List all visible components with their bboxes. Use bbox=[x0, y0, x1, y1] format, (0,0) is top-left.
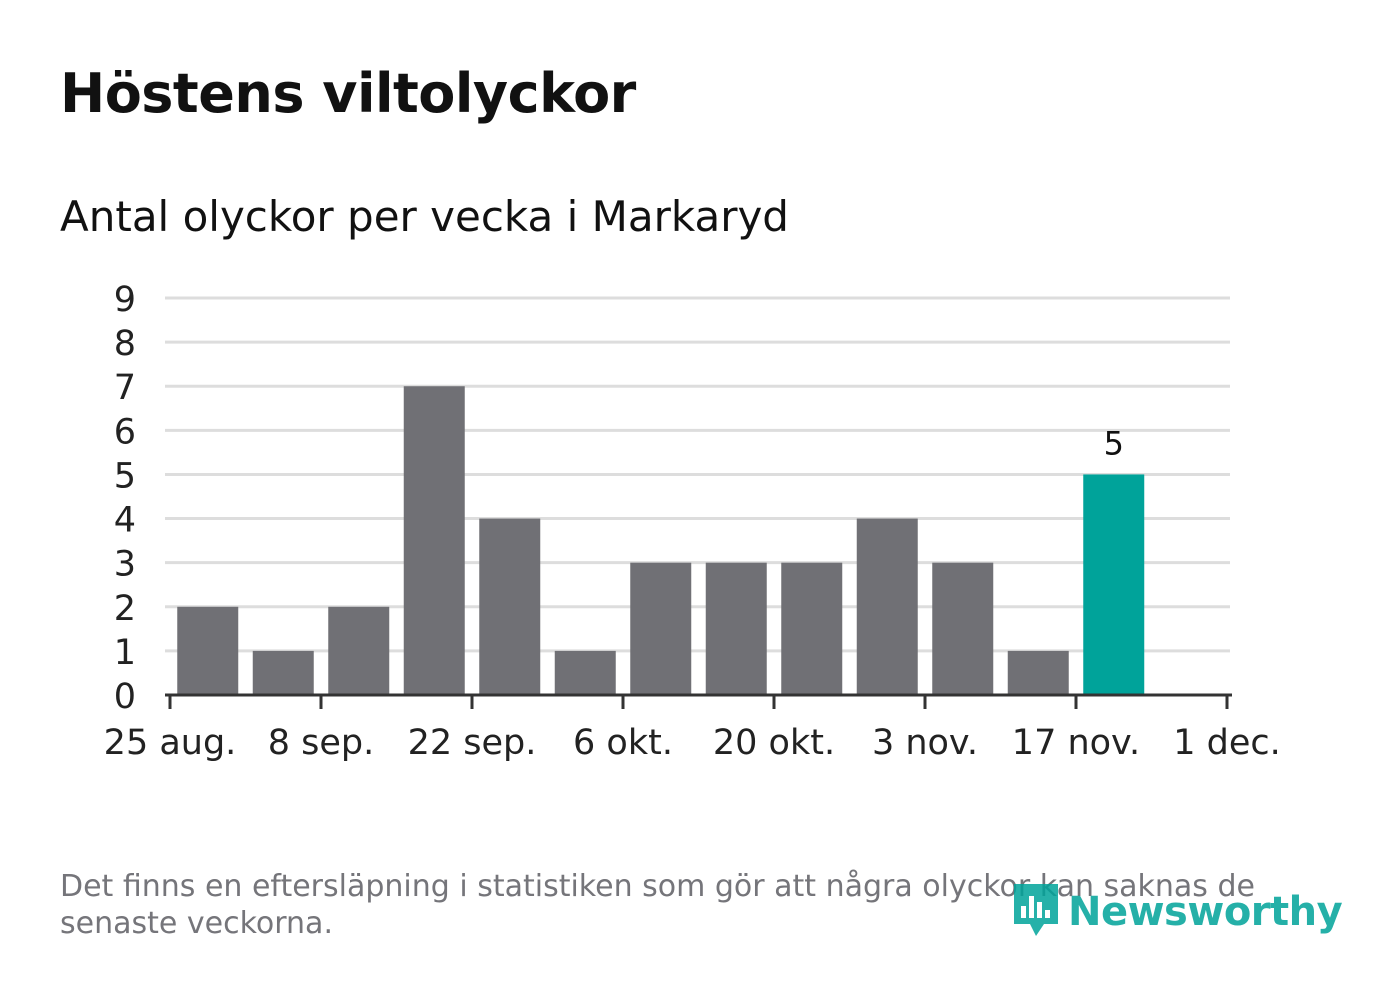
x-tick-label: 8 sep. bbox=[268, 723, 375, 763]
bar bbox=[252, 650, 314, 695]
chart-title: Höstens viltolyckor bbox=[60, 62, 636, 125]
bars bbox=[177, 386, 1145, 695]
y-tick-label: 7 bbox=[114, 368, 136, 408]
bar bbox=[177, 606, 239, 695]
bar bbox=[1083, 474, 1145, 695]
y-tick-label: 1 bbox=[114, 633, 136, 673]
bar bbox=[479, 518, 541, 695]
bar bbox=[932, 562, 994, 695]
x-tick-label: 3 nov. bbox=[872, 723, 978, 763]
y-tick-label: 3 bbox=[114, 545, 136, 585]
y-tick-label: 0 bbox=[114, 677, 136, 717]
bar bbox=[554, 650, 616, 695]
y-tick-label: 4 bbox=[114, 501, 136, 541]
data-label: 5 bbox=[1104, 424, 1124, 462]
y-tick-label: 8 bbox=[114, 324, 136, 364]
bar bbox=[856, 518, 918, 695]
newsworthy-logo: Newsworthy bbox=[1010, 880, 1343, 944]
y-tick-label: 6 bbox=[114, 412, 136, 452]
x-tick-label: 20 okt. bbox=[713, 723, 835, 763]
x-tick-label: 6 okt. bbox=[573, 723, 673, 763]
y-tick-label: 5 bbox=[114, 456, 136, 496]
bar bbox=[781, 562, 843, 695]
x-tick-label: 17 nov. bbox=[1012, 723, 1140, 763]
bar bbox=[328, 606, 390, 695]
bar bbox=[705, 562, 767, 695]
x-tick-label: 1 dec. bbox=[1173, 723, 1281, 763]
bar bbox=[630, 562, 692, 695]
x-tick-label: 22 sep. bbox=[408, 723, 537, 763]
bar bbox=[403, 386, 465, 695]
chart-subtitle: Antal olyckor per vecka i Markaryd bbox=[60, 192, 789, 241]
bar bbox=[1007, 650, 1069, 695]
axes bbox=[165, 693, 1232, 709]
x-tick-label: 25 aug. bbox=[104, 723, 237, 763]
bar-chart-speech-bubble-icon bbox=[1010, 880, 1062, 944]
gridlines bbox=[165, 296, 1230, 653]
logo-text: Newsworthy bbox=[1068, 889, 1343, 935]
y-tick-label: 9 bbox=[114, 280, 136, 320]
y-tick-label: 2 bbox=[114, 589, 136, 629]
